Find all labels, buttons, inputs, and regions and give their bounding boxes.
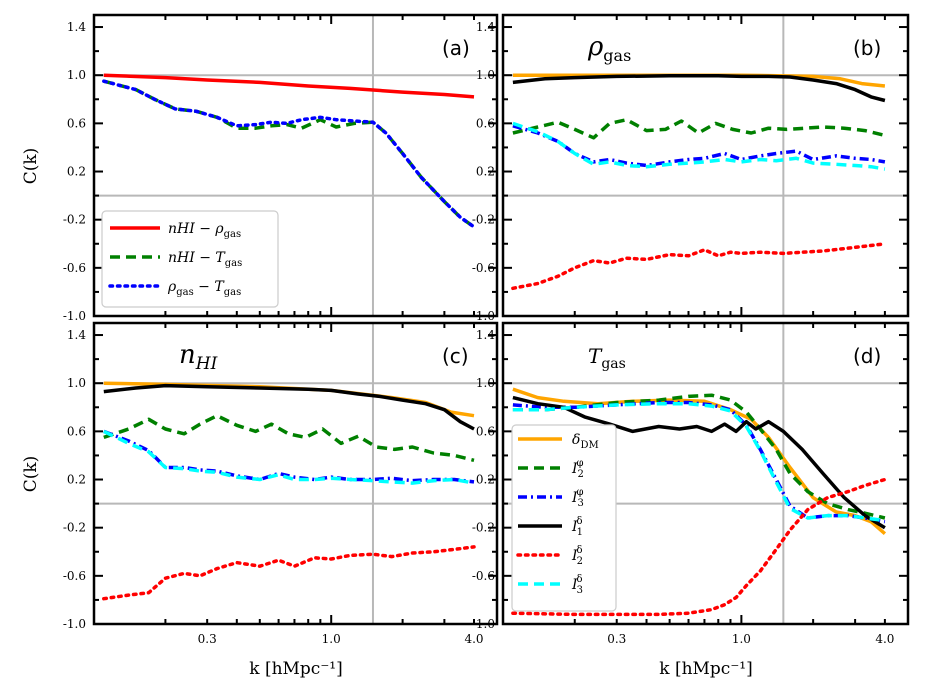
legend-box	[511, 424, 617, 612]
y-tick-label: -0.2	[63, 521, 86, 535]
x-tick-label: 1.0	[322, 632, 341, 646]
y-tick-label: -0.6	[472, 261, 495, 275]
x-tick-label: 0.3	[198, 632, 217, 646]
y-tick-label: 1.0	[476, 68, 495, 82]
y-tick-label: 1.4	[476, 328, 495, 342]
x-tick-label: 1.0	[732, 632, 751, 646]
series-line	[512, 393, 886, 520]
axes-frame	[92, 321, 499, 626]
panel-b: -1.0 -0.6 -0.2 0.2 0.6 1.0 1.4 (b) ρgas	[472, 13, 910, 323]
series-line	[511, 477, 887, 617]
x-axis-label: k [hMpc⁻¹]	[659, 659, 753, 679]
legend-label: Iδ 3	[571, 574, 583, 596]
panel-tag: (b)	[853, 36, 881, 60]
series-line	[103, 383, 475, 431]
y-tick-label: 0.2	[67, 165, 86, 179]
y-axis-label: C(k)	[21, 148, 41, 185]
panel-title: Tgas	[588, 344, 626, 372]
y-tick-label: 1.4	[476, 20, 495, 34]
y-tick-label: 0.6	[476, 116, 495, 130]
panel-tag: (c)	[442, 344, 469, 368]
y-tick-label: 0.2	[67, 473, 86, 487]
panel-a: -1.0 -0.6 -0.2 0.2 0.6 1.0 1.4 (a)	[63, 13, 499, 323]
series-line	[102, 79, 476, 229]
legend-label: nHI − ρgas	[168, 221, 241, 240]
legend-label: Iδ 2	[571, 545, 583, 567]
panel-title: nHI	[179, 340, 218, 374]
y-tick-label: 1.0	[67, 376, 86, 390]
y-tick-label: -0.2	[472, 521, 495, 535]
y-tick-label: 0.2	[476, 165, 495, 179]
panel-d: -1.0 -0.6 -0.2 0.2 0.6 1.0 1.4 0.3 1.0 4.0 (d) Tgas	[472, 321, 910, 646]
y-tick-label: 1.4	[67, 20, 86, 34]
axes-frame	[92, 13, 499, 318]
y-tick-label: 0.2	[476, 473, 495, 487]
y-tick-label: -1.0	[63, 617, 86, 631]
series-line	[512, 124, 886, 168]
y-tick-label: 0.6	[476, 424, 495, 438]
x-tick-label: 4.0	[464, 632, 483, 646]
x-axis-label: k [hMpc⁻¹]	[249, 659, 343, 679]
y-tick-label: -0.6	[63, 261, 86, 275]
legend-label: δDM	[572, 432, 599, 451]
series-line	[511, 242, 887, 291]
axes-frame	[501, 321, 910, 626]
y-tick-label: -1.0	[472, 617, 495, 631]
legend-a: nHI − ρgas nHI − Tgas ρgas − Tgas	[101, 210, 279, 308]
legend-label: ρgas − Tgas	[167, 279, 241, 298]
legend-label: Iφ 3	[571, 487, 584, 509]
x-tick-label: 4.0	[875, 632, 894, 646]
legend-label: nHI − Tgas	[168, 250, 242, 269]
panel-title: ρgas	[587, 32, 631, 65]
x-tick-label: 0.3	[607, 632, 626, 646]
y-tick-label: -1.0	[63, 309, 86, 323]
series-line	[103, 73, 475, 99]
y-tick-label: -0.2	[63, 213, 86, 227]
panel-tag: (a)	[442, 36, 470, 60]
y-tick-label: -0.2	[472, 213, 495, 227]
legend-d: δDM Iφ 2 Iφ 3 Iδ 1 Iδ 2 Iδ 3	[511, 424, 617, 612]
panel-c: -1.0 -0.6 -0.2 0.2 0.6 1.0 1.4 0.3 1.0 4.0 (c) nHI	[63, 321, 499, 646]
series-line	[103, 413, 475, 462]
y-tick-label: 1.0	[67, 68, 86, 82]
series-line	[512, 121, 886, 171]
legend-label: Iφ 2	[571, 458, 584, 480]
series-line	[512, 387, 887, 536]
y-tick-label: 0.6	[67, 116, 86, 130]
y-tick-label: 0.6	[67, 424, 86, 438]
series-line	[103, 429, 475, 485]
series-line	[512, 401, 886, 523]
series-line	[103, 429, 475, 484]
series-line	[512, 74, 886, 103]
y-axis-label: C(k)	[21, 456, 41, 493]
series-line	[512, 395, 886, 530]
y-tick-label: 1.4	[67, 328, 86, 342]
y-tick-label: -0.6	[472, 569, 495, 583]
legend-label: Iδ 1	[571, 516, 583, 538]
panel-tag: (d)	[853, 344, 881, 368]
series-line	[512, 117, 886, 140]
y-tick-label: -1.0	[472, 309, 495, 323]
y-tick-label: -0.6	[63, 569, 86, 583]
legend-box	[101, 210, 279, 308]
series-line	[102, 545, 476, 601]
axes-frame	[501, 13, 910, 318]
y-tick-label: 1.0	[476, 376, 495, 390]
